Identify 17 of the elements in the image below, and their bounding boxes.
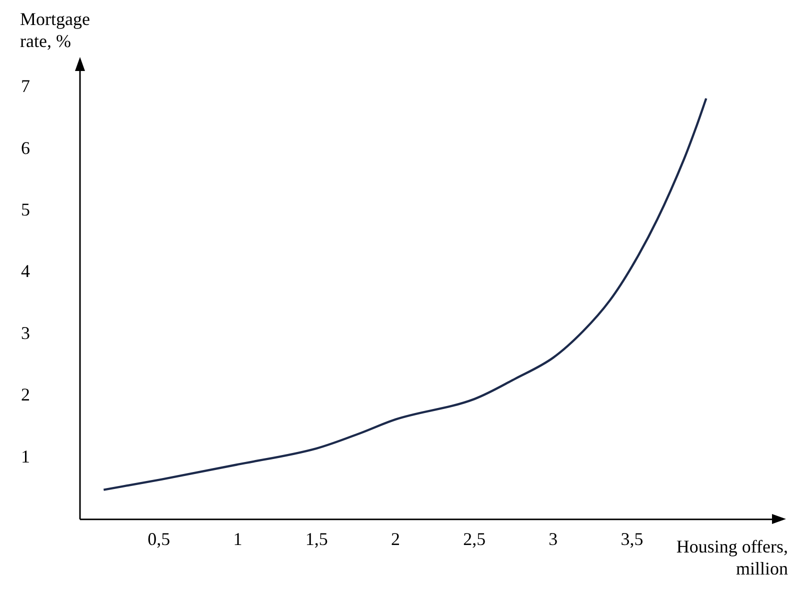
x-tick-label: 2	[390, 528, 400, 549]
y-tick-label: 1	[21, 446, 30, 466]
x-tick-label: 1	[233, 528, 242, 549]
y-tick-label: 5	[21, 200, 30, 220]
y-tick-label: 3	[21, 322, 30, 343]
x-axis-title: Housing offers, million	[676, 536, 788, 578]
line-series	[102, 97, 708, 491]
y-tick-label: 6	[21, 138, 30, 158]
y-tick-label: 2	[21, 384, 30, 405]
x-tick-label: 0,5	[148, 528, 170, 549]
x-tick-label: 3,5	[620, 528, 644, 549]
y-tick-label: 7	[21, 76, 30, 96]
y-axis-title: Mortgage rate, %	[20, 8, 90, 51]
y-tick-label: 4	[21, 261, 30, 282]
x-tick-label: 3	[548, 528, 558, 549]
x-tick-label: 1,5	[305, 528, 328, 549]
x-tick-label: 2,5	[463, 528, 486, 549]
